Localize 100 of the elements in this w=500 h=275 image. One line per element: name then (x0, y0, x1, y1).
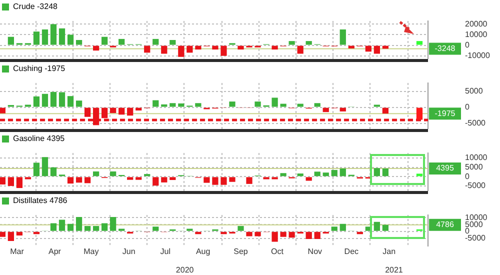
bar (195, 232, 202, 234)
x-tick-label: Mar (10, 246, 24, 256)
bar (306, 232, 312, 239)
bar (204, 177, 210, 183)
bar (152, 226, 159, 231)
bar (50, 92, 57, 107)
bar (152, 177, 159, 186)
bar (340, 29, 346, 45)
x-tick-label: Jan (382, 246, 396, 256)
bar (365, 46, 372, 52)
bar (212, 177, 218, 185)
bar (340, 224, 346, 231)
bar (374, 46, 380, 54)
y-tick-label: 10000 (465, 30, 488, 39)
x-tick-label: Oct (271, 246, 284, 256)
bar (186, 46, 193, 53)
bar (161, 177, 168, 182)
bar (136, 177, 142, 180)
bar (136, 108, 142, 110)
bar (246, 232, 252, 236)
bar (340, 108, 346, 112)
bar (314, 103, 320, 107)
bar (16, 177, 23, 188)
bar (110, 217, 116, 231)
bar (67, 96, 74, 107)
legend-label: Distillates 4786 (13, 196, 68, 206)
bar (348, 46, 354, 48)
bar (220, 46, 227, 56)
bar (67, 34, 74, 45)
bar (127, 108, 134, 116)
bar (254, 232, 261, 236)
bar (314, 172, 320, 176)
bar (374, 168, 380, 176)
bar (322, 108, 329, 112)
bar (110, 171, 116, 176)
bar (76, 100, 82, 107)
bar (178, 103, 184, 107)
x-tick-label: Apr (48, 246, 62, 256)
bar (92, 46, 100, 51)
bar (374, 222, 380, 231)
bar (229, 177, 236, 182)
y-tick-label: -10000 (465, 51, 490, 60)
bar (382, 108, 389, 114)
bar (8, 177, 14, 186)
bar (170, 177, 176, 180)
bar (110, 108, 116, 114)
bar (297, 104, 304, 107)
bar (42, 157, 48, 176)
bar (280, 232, 286, 237)
bar (0, 108, 6, 114)
bar (161, 104, 168, 107)
bar (84, 177, 91, 184)
bar (127, 177, 134, 180)
x-tick-label: Aug (196, 246, 210, 256)
y-tick-label: 20000 (465, 19, 488, 28)
bar (67, 224, 74, 231)
bar (416, 41, 423, 45)
bar (92, 171, 100, 176)
bar (33, 32, 40, 45)
y-tick-label: -5000 (465, 233, 486, 242)
x2-tick-label: 2021 (385, 265, 404, 274)
bar (314, 232, 320, 239)
bar (238, 226, 244, 231)
bar (84, 226, 91, 231)
bar (84, 108, 91, 117)
bar (161, 46, 168, 54)
bar (416, 108, 423, 120)
bar (416, 174, 423, 176)
bar (0, 232, 6, 237)
bar (382, 224, 389, 231)
x-tick-label: Sep (234, 246, 248, 256)
bar (50, 223, 57, 231)
bar (288, 41, 295, 45)
bar (322, 172, 329, 176)
bar (144, 46, 150, 53)
bar (297, 173, 304, 176)
bar (280, 173, 286, 176)
bar (195, 46, 202, 50)
x-tick-label: Jun (122, 246, 136, 256)
y-tick-label: -5000 (465, 118, 486, 128)
y-tick-label: 0 (465, 172, 470, 181)
ref-line-label: 4395 (436, 164, 454, 173)
bar (306, 177, 312, 181)
y-tick-label: 5000 (465, 86, 484, 96)
bar (16, 232, 23, 236)
bar (170, 40, 176, 45)
bar (42, 94, 48, 107)
bar (306, 41, 312, 45)
bar (58, 28, 66, 45)
bar (102, 36, 108, 45)
legend-label: Crude -3248 (13, 2, 58, 12)
y-tick-label: -5000 (465, 181, 486, 190)
bar (118, 108, 125, 115)
bar (102, 223, 108, 231)
y-tick-label: 0 (465, 102, 470, 112)
ref-line-label: -3248 (434, 44, 456, 53)
bar (8, 232, 14, 242)
bar (58, 220, 66, 231)
x-tick-label: Dec (344, 246, 359, 256)
legend-label: Gasoline 4395 (13, 134, 66, 144)
